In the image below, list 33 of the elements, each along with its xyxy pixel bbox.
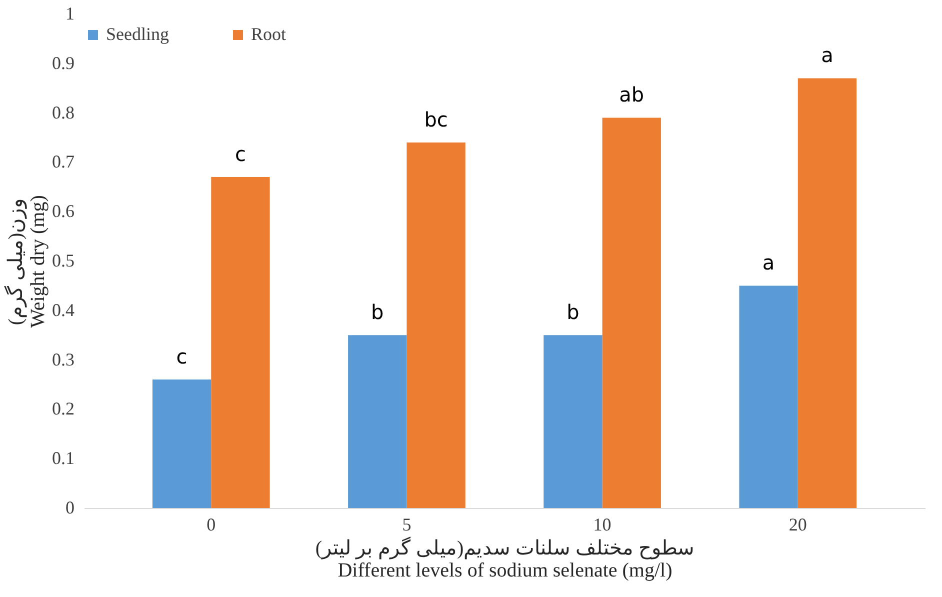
y-tick-label: 0.6: [52, 201, 74, 222]
data-label: c: [176, 344, 188, 369]
data-label: b: [566, 300, 580, 324]
y-tick-label: 0.5: [52, 250, 74, 270]
bar: [406, 142, 466, 508]
bar: [211, 177, 270, 508]
legend-label: Seedling: [106, 24, 169, 44]
bar: [602, 118, 661, 508]
y-tick-label: 0.9: [52, 52, 74, 73]
y-tick-label: 1: [66, 4, 74, 24]
data-label: a: [821, 43, 834, 68]
x-tick-label: 20: [788, 514, 807, 534]
bar: [544, 335, 602, 508]
y-tick-label: 0: [66, 498, 74, 518]
data-label: c: [234, 142, 246, 166]
data-label: a: [762, 250, 775, 275]
y-tick-label: 0.1: [52, 448, 74, 468]
data-label: bc: [424, 107, 448, 132]
y-tick-label: 0.4: [52, 300, 74, 320]
bar: [152, 380, 212, 508]
y-tick-label: 0.8: [52, 102, 74, 122]
x-tick-label: 0: [206, 514, 216, 534]
bar: [739, 286, 798, 508]
data-label: ab: [619, 82, 644, 107]
data-label: b: [371, 300, 384, 324]
legend-label: Root: [251, 24, 286, 44]
bar: [348, 335, 407, 508]
bar: [798, 78, 857, 508]
y-tick-label: 0.7: [52, 152, 74, 172]
y-tick-label: 0.3: [52, 349, 74, 370]
x-tick-label: 10: [593, 514, 612, 534]
y-tick-label: 0.2: [52, 398, 74, 419]
x-tick-label: 5: [402, 514, 412, 534]
